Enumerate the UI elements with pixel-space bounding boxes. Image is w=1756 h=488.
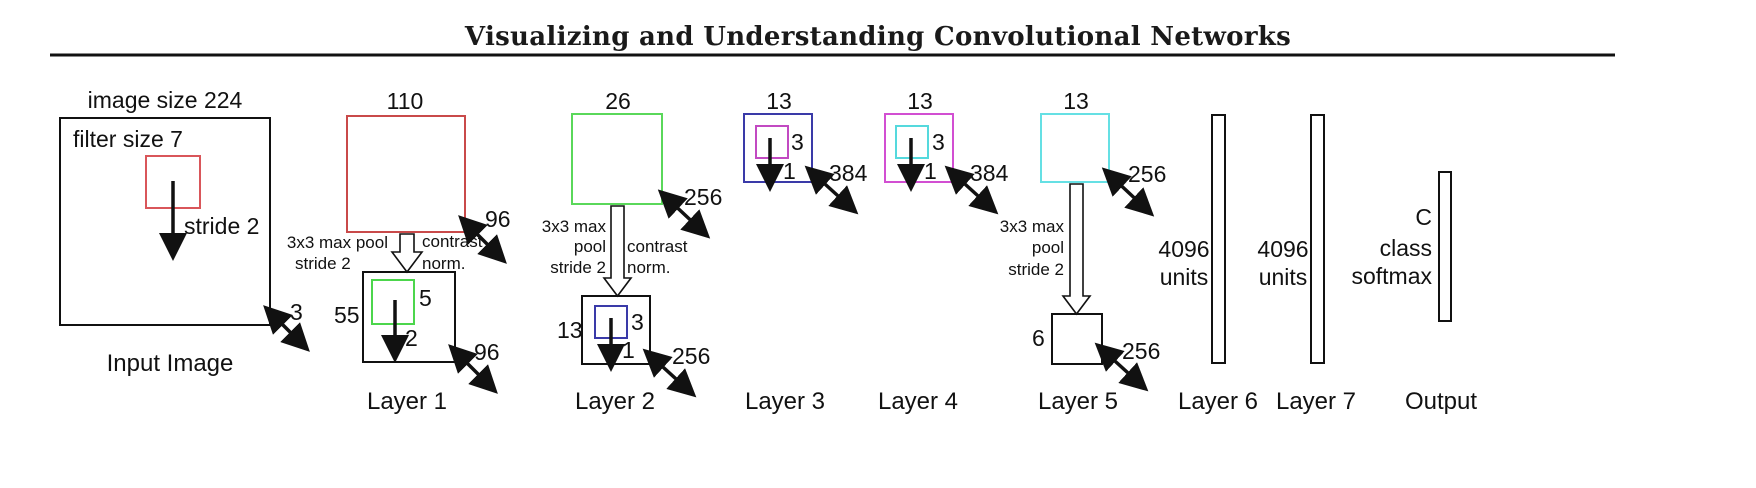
layer-2-group: 26 256 3x3 max pool stride 2 contrast no… (542, 88, 723, 415)
layer5-pooled-depth-arrow (1094, 342, 1149, 392)
output-label-3: softmax (1351, 263, 1432, 289)
layer6-units-label: units (1160, 264, 1209, 290)
layer5-pooled-map (1051, 313, 1103, 365)
layer-4-group: 13 3 1 384 Layer 4 (878, 88, 1009, 415)
layer3-depth-label: 384 (829, 160, 868, 186)
layer5-pooled-size-label: 6 (1032, 325, 1045, 351)
layer2-pooled-depth-arrow (642, 348, 697, 398)
output-bar (1438, 171, 1452, 322)
layer6-units-count: 4096 (1158, 236, 1209, 262)
layer1-pooled-size-label: 55 (334, 302, 360, 328)
layer5-pool-arrow (1061, 183, 1092, 316)
layer1-pooled-depth-arrow (448, 344, 498, 394)
layer5-pool-label-3: stride 2 (1008, 260, 1064, 279)
layer2-pool-label-3: stride 2 (550, 258, 606, 277)
layer2-pooled-size-label: 13 (557, 317, 583, 343)
layer2-pool-arrow (602, 205, 633, 298)
layer2-size-label: 26 (605, 88, 631, 114)
layer2-pool-label-2: pool (574, 237, 606, 256)
layer2-pool-label-1: 3x3 max (542, 217, 607, 236)
layer5-depth-arrow (1101, 167, 1155, 217)
input-image-box (59, 117, 271, 326)
input-filter-label: filter size 7 (73, 126, 183, 152)
layer-6-group: 4096 units Layer 6 (1158, 114, 1258, 415)
layer2-norm-label-1: contrast (627, 237, 688, 256)
layer6-caption: Layer 6 (1178, 388, 1258, 415)
layer5-pool-label-2: pool (1032, 238, 1064, 257)
input-depth-arrow (263, 305, 310, 352)
layer1-size-label: 110 (387, 88, 424, 114)
output-label-2: class (1380, 235, 1432, 261)
layer-5-group: 13 256 3x3 max pool stride 2 6 256 Layer… (1000, 88, 1167, 415)
layer1-filter-size-label: 5 (419, 285, 432, 311)
layer7-caption: Layer 7 (1276, 388, 1356, 415)
layer4-stride-label: 1 (924, 158, 937, 184)
layer1-pool-label-2: stride 2 (295, 254, 351, 273)
layer1-depth-label: 96 (485, 206, 511, 232)
layer6-units-bar (1211, 114, 1226, 364)
layer-3-group: 13 3 1 384 Layer 3 (743, 88, 868, 415)
layer2-caption: Layer 2 (575, 388, 655, 415)
layer2-stride-label: 1 (622, 337, 635, 363)
layer3-filter-size-label: 3 (791, 129, 804, 155)
layer1-norm-label-2: norm. (422, 254, 465, 273)
layer1-pool-arrow (390, 233, 424, 274)
layer1-filter-box (371, 279, 415, 325)
layer1-norm-label-1: contrast (422, 232, 483, 251)
layer3-filter-box (755, 125, 789, 159)
layer3-stride-label: 1 (783, 158, 796, 184)
layer-7-group: 4096 units Layer 7 (1257, 114, 1356, 415)
input-caption: Input Image (107, 350, 234, 377)
layer3-depth-arrow (804, 165, 859, 215)
output-group: C class softmax Output (1351, 171, 1477, 415)
layer2-pooled-depth-label: 256 (672, 343, 710, 369)
layer2-feature-map (571, 113, 663, 205)
layer1-depth-arrow (458, 215, 507, 264)
input-size-label: image size 224 (88, 87, 243, 113)
layer2-depth-label: 256 (684, 184, 722, 210)
layer3-caption: Layer 3 (745, 388, 825, 415)
layer7-units-bar (1310, 114, 1325, 364)
layer4-depth-label: 384 (970, 160, 1009, 186)
input-depth-label: 3 (290, 299, 303, 325)
layer1-pooled-depth-label: 96 (474, 339, 500, 365)
layer2-filter-size-label: 3 (631, 309, 644, 335)
layer3-size-label: 13 (766, 88, 792, 114)
layer7-units-count: 4096 (1257, 236, 1308, 262)
layer5-caption: Layer 5 (1038, 388, 1118, 415)
input-image-group: image size 224 filter size 7 stride 2 3 … (59, 87, 310, 377)
page-title: Visualizing and Understanding Convolutio… (464, 22, 1292, 52)
layer1-pooled-map (362, 271, 456, 363)
layer1-stride-label: 2 (405, 325, 418, 351)
layer5-pool-label-1: 3x3 max (1000, 217, 1065, 236)
layer1-feature-map (346, 115, 466, 233)
output-label-1: C (1415, 204, 1432, 230)
layer-1-group: 110 96 3x3 max pool stride 2 contrast no… (287, 88, 511, 415)
layer5-pooled-depth-label: 256 (1122, 338, 1160, 364)
layer7-units-label: units (1259, 264, 1308, 290)
layer4-depth-arrow (944, 165, 999, 215)
layer5-feature-map (1040, 113, 1110, 183)
layer1-caption: Layer 1 (367, 388, 447, 415)
layer2-norm-label-2: norm. (627, 258, 670, 277)
layer5-size-label: 13 (1063, 88, 1089, 114)
layer4-filter-size-label: 3 (932, 129, 945, 155)
layer4-size-label: 13 (907, 88, 933, 114)
layer2-depth-arrow (657, 189, 711, 239)
layer4-caption: Layer 4 (878, 388, 958, 415)
output-caption: Output (1405, 388, 1477, 415)
input-stride-label: stride 2 (184, 213, 259, 239)
layer5-depth-label: 256 (1128, 161, 1166, 187)
layer1-pool-label-1: 3x3 max pool (287, 233, 388, 252)
